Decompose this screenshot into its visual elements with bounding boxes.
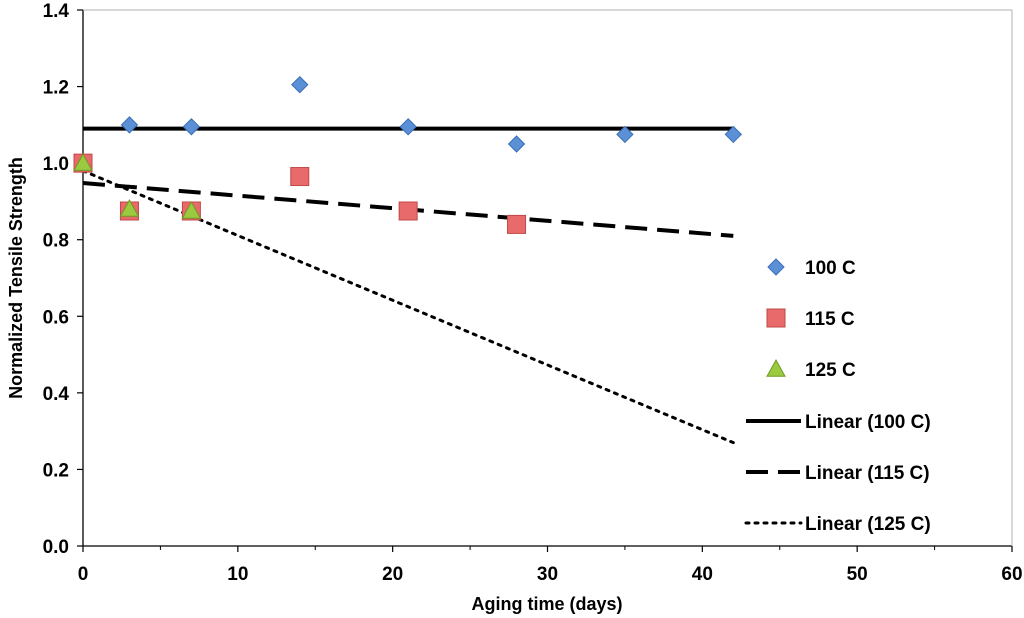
y-tick-label: 0.6 bbox=[43, 307, 69, 328]
legend: 100 C 115 C 125 C Linear (100 C) Linear (115… bbox=[744, 258, 931, 535]
x-tick-label: 20 bbox=[382, 564, 403, 585]
y-tick-label: 0.4 bbox=[43, 384, 70, 405]
y-tick-label: 0.2 bbox=[43, 460, 69, 481]
x-tick-label: 10 bbox=[227, 564, 248, 585]
legend-label: 100 C bbox=[805, 258, 856, 279]
x-tick-label: 60 bbox=[1001, 564, 1022, 585]
y-tick-label: 0.0 bbox=[43, 537, 69, 558]
point-100-c bbox=[724, 125, 743, 144]
axis-ticks: 0 10 20 30 40 50 60 0.0 0.2 0.4 0.6 0.8 1.0 1.2 1.4 bbox=[43, 1, 1023, 585]
legend-label: 125 C bbox=[805, 360, 856, 381]
y-axis-title: Normalized Tensile Strength bbox=[6, 157, 26, 399]
point-115-c bbox=[290, 167, 310, 187]
legend-key-115-c bbox=[766, 308, 786, 328]
point-125-c bbox=[119, 199, 140, 217]
data-markers bbox=[73, 75, 743, 234]
point-100-c bbox=[616, 125, 634, 144]
point-100-c bbox=[507, 135, 526, 153]
trendlines bbox=[81, 126, 735, 445]
point-125-c bbox=[73, 153, 93, 171]
x-tick-label: 50 bbox=[847, 564, 868, 585]
y-tick-label: 1.4 bbox=[43, 1, 70, 22]
x-tick-label: 0 bbox=[78, 564, 89, 585]
x-tick-label: 30 bbox=[537, 564, 558, 585]
point-100-c bbox=[182, 118, 201, 136]
legend-label: Linear (125 C) bbox=[805, 514, 931, 535]
legend-label: 115 C bbox=[805, 309, 855, 330]
y-tick-label: 1.0 bbox=[43, 154, 69, 175]
point-100-c bbox=[291, 75, 309, 94]
x-axis-title: Aging time (days) bbox=[471, 594, 622, 614]
point-100-c bbox=[399, 118, 417, 136]
point-115-c bbox=[398, 201, 418, 221]
point-100-c bbox=[120, 116, 139, 134]
legend-key-100-c bbox=[767, 258, 785, 276]
point-115-c bbox=[507, 214, 527, 234]
y-tick-label: 0.8 bbox=[43, 231, 69, 252]
point-125-c bbox=[181, 200, 202, 219]
y-tick-label: 1.2 bbox=[43, 78, 69, 99]
legend-label: Linear (100 C) bbox=[805, 412, 931, 433]
legend-label: Linear (115 C) bbox=[805, 463, 930, 484]
x-tick-label: 40 bbox=[692, 564, 713, 585]
legend-key-125-c bbox=[766, 358, 786, 377]
